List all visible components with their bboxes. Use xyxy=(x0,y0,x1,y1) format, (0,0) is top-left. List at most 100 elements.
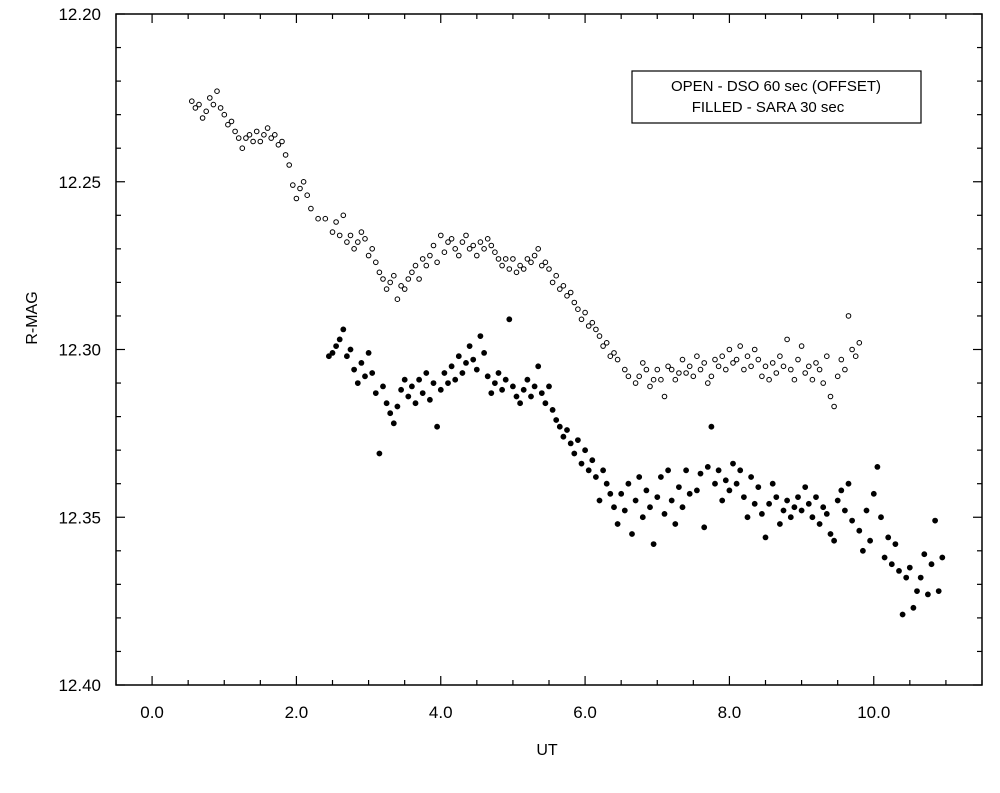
data-point-filled xyxy=(860,547,866,554)
data-point-filled xyxy=(932,517,938,524)
data-point-open xyxy=(199,115,206,121)
data-point-open xyxy=(715,363,722,370)
data-point-open xyxy=(250,138,256,145)
data-point-open xyxy=(297,185,303,192)
data-point-open xyxy=(560,283,567,289)
data-point-filled xyxy=(759,511,765,517)
data-point-open xyxy=(452,246,459,252)
data-point-filled xyxy=(383,400,390,407)
data-point-open xyxy=(300,179,307,185)
data-point-open xyxy=(690,373,697,380)
data-point-open xyxy=(585,323,592,329)
data-point-filled xyxy=(560,433,567,440)
data-point-open xyxy=(365,252,372,259)
data-point-open xyxy=(816,366,823,373)
data-point-open xyxy=(412,262,419,269)
data-point-open xyxy=(416,276,422,282)
data-point-open xyxy=(784,336,790,343)
data-point-open xyxy=(217,105,224,111)
data-point-filled xyxy=(488,390,495,396)
data-point-filled xyxy=(445,380,451,386)
series-filled-sara xyxy=(325,316,946,618)
data-point-filled xyxy=(362,373,368,380)
data-point-filled xyxy=(878,514,884,521)
data-point-open xyxy=(661,393,668,400)
data-point-open xyxy=(438,232,444,239)
data-point-open xyxy=(430,242,437,249)
data-point-filled xyxy=(823,511,830,517)
data-point-filled xyxy=(416,376,422,383)
data-point-open xyxy=(192,105,199,111)
data-point-filled xyxy=(351,366,357,373)
data-point-open xyxy=(355,239,361,245)
data-point-open xyxy=(575,306,581,313)
y-tick-label: 12.40 xyxy=(58,676,101,695)
data-point-open xyxy=(650,376,657,383)
data-point-filled xyxy=(766,500,772,507)
data-point-open xyxy=(809,376,816,383)
data-point-filled xyxy=(748,474,754,480)
data-point-filled xyxy=(925,591,931,598)
data-point-filled xyxy=(813,494,819,500)
data-point-open xyxy=(676,370,682,376)
data-point-filled xyxy=(896,568,902,574)
data-point-open xyxy=(510,256,516,262)
data-point-open xyxy=(344,239,350,245)
data-point-open xyxy=(777,353,783,360)
data-point-open xyxy=(542,259,549,266)
data-point-open xyxy=(748,363,754,370)
data-point-filled xyxy=(917,574,924,581)
data-point-filled xyxy=(441,370,448,376)
data-point-open xyxy=(596,333,603,339)
data-point-filled xyxy=(582,447,588,454)
data-point-filled xyxy=(769,480,776,487)
data-point-open xyxy=(820,380,827,386)
data-point-open xyxy=(614,356,621,363)
data-point-open xyxy=(798,343,805,349)
data-point-open xyxy=(578,316,585,323)
data-point-filled xyxy=(430,380,437,386)
data-point-open xyxy=(733,356,740,363)
data-point-filled xyxy=(733,480,740,487)
data-point-open xyxy=(705,380,711,386)
data-point-filled xyxy=(517,400,523,407)
data-point-open xyxy=(712,356,718,363)
data-point-open xyxy=(232,128,238,135)
data-point-open xyxy=(658,376,664,383)
data-point-filled xyxy=(575,437,581,443)
data-point-open xyxy=(582,309,588,316)
data-point-open xyxy=(640,360,646,366)
data-point-open xyxy=(564,293,570,299)
data-point-open xyxy=(842,366,848,373)
data-point-filled xyxy=(578,460,585,467)
data-point-open xyxy=(214,88,220,94)
data-point-open xyxy=(647,383,653,390)
data-point-open xyxy=(391,272,397,279)
data-point-filled xyxy=(701,524,708,531)
data-point-filled xyxy=(510,383,516,390)
data-point-open xyxy=(632,380,639,386)
data-point-filled xyxy=(336,336,343,343)
data-point-filled xyxy=(787,514,794,521)
data-point-filled xyxy=(910,604,917,611)
data-point-open xyxy=(520,266,527,272)
data-point-open xyxy=(470,242,477,249)
data-point-filled xyxy=(459,370,466,376)
data-point-filled xyxy=(473,366,480,373)
data-point-open xyxy=(852,353,859,360)
data-point-open xyxy=(441,249,448,255)
data-point-open xyxy=(611,350,617,356)
data-point-filled xyxy=(484,373,491,380)
data-point-open xyxy=(694,353,700,360)
data-point-filled xyxy=(369,370,376,376)
data-point-filled xyxy=(820,504,827,511)
data-point-filled xyxy=(419,390,426,396)
data-point-open xyxy=(351,246,357,252)
data-point-filled xyxy=(600,467,606,474)
data-point-open xyxy=(239,145,246,151)
series-open-dso xyxy=(189,88,863,410)
data-point-open xyxy=(463,232,469,239)
data-point-filled xyxy=(834,497,841,504)
x-tick-label: 8.0 xyxy=(718,703,742,722)
data-point-open xyxy=(228,118,235,125)
